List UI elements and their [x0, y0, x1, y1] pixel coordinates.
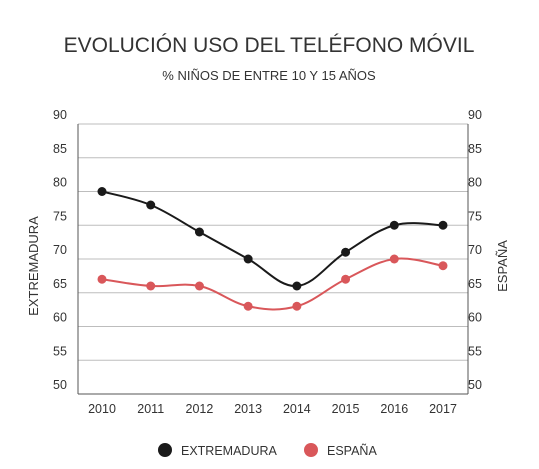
y-tick-label-left: 75 [53, 209, 67, 223]
data-point [438, 261, 448, 271]
x-tick-label: 2013 [234, 402, 262, 416]
y-tick-label-right: 75 [468, 209, 482, 223]
chart-subtitle: % NIÑOS DE ENTRE 10 Y 15 AÑOS [162, 68, 376, 83]
y-tick-label-left: 50 [53, 378, 67, 392]
data-point [341, 274, 351, 284]
data-point [389, 254, 399, 264]
legend: EXTREMADURA ESPAÑA [158, 443, 377, 458]
legend-marker-espana [304, 443, 318, 457]
x-tick-label: 2015 [332, 402, 360, 416]
data-point [97, 274, 107, 284]
data-point [243, 301, 253, 311]
y-axis-right-ticks: 50 55 60 65 70 75 80 85 90 [468, 108, 482, 392]
data-point [194, 227, 204, 237]
y-tick-label-left: 90 [53, 108, 67, 122]
data-point [243, 254, 253, 264]
data-point [292, 301, 302, 311]
series-line [101, 190, 444, 288]
data-point [146, 281, 156, 291]
legend-label-espana: ESPAÑA [327, 444, 377, 458]
data-point [97, 187, 107, 196]
y-tick-label-right: 85 [468, 142, 482, 156]
grid-lines [77, 123, 469, 395]
x-tick-label: 2012 [186, 402, 214, 416]
y-tick-label-left: 80 [53, 176, 67, 190]
data-point [389, 220, 399, 230]
data-point [146, 200, 156, 210]
y-tick-label-left: 65 [53, 277, 67, 291]
x-tick-label: 2010 [88, 402, 116, 416]
y-tick-label-right: 50 [468, 378, 482, 392]
data-point [438, 220, 448, 230]
x-tick-label: 2016 [380, 402, 408, 416]
y-tick-label-left: 85 [53, 142, 67, 156]
y-tick-label-right: 80 [468, 176, 482, 190]
series-layer [97, 187, 448, 311]
data-point [341, 247, 351, 257]
y-tick-label-left: 55 [53, 344, 67, 358]
x-tick-label: 2011 [137, 402, 164, 416]
y-tick-label-right: 70 [468, 243, 482, 257]
x-tick-label: 2017 [429, 402, 457, 416]
data-point [194, 281, 204, 291]
x-tick-label: 2014 [283, 402, 311, 416]
x-axis-ticks: 2010 2011 2012 2013 2014 2015 2016 2017 [88, 402, 457, 416]
series-españa [97, 254, 448, 311]
series-extremadura [97, 187, 448, 291]
legend-label-extremadura: EXTREMADURA [181, 444, 278, 458]
y-tick-label-right: 55 [468, 344, 482, 358]
y-tick-label-right: 60 [468, 311, 482, 325]
y-axis-left-label: EXTREMADURA [26, 216, 41, 316]
legend-marker-extremadura [158, 443, 172, 457]
y-tick-label-left: 70 [53, 243, 67, 257]
y-tick-label-right: 65 [468, 277, 482, 291]
y-tick-label-left: 60 [53, 311, 67, 325]
y-tick-label-right: 90 [468, 108, 482, 122]
y-axis-left-ticks: 50 55 60 65 70 75 80 85 90 [53, 108, 67, 392]
data-point [292, 281, 302, 291]
chart-title: EVOLUCIÓN USO DEL TELÉFONO MÓVIL [64, 34, 475, 57]
y-axis-right-label: ESPAÑA [495, 240, 510, 292]
